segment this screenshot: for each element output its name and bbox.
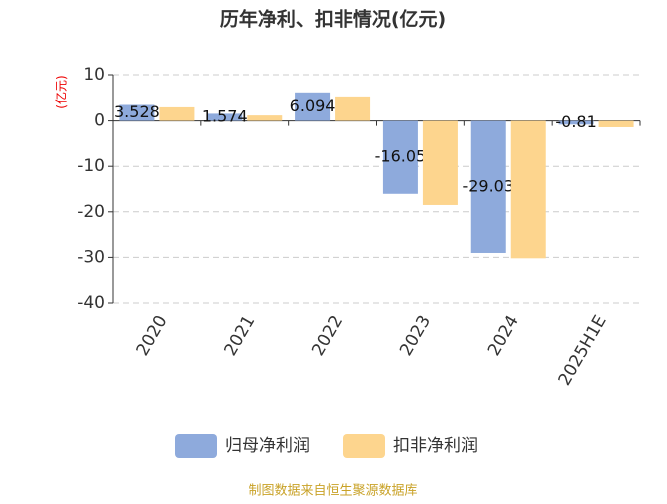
y-tick-label: -30 — [77, 247, 105, 267]
data-label: -29.03 — [462, 176, 514, 195]
y-tick-label: -20 — [77, 202, 105, 222]
bar — [119, 104, 155, 121]
x-tick-label: 2024 — [484, 312, 523, 359]
legend-swatch — [175, 434, 217, 458]
x-tick-label: 2023 — [396, 312, 435, 359]
y-tick-label: -40 — [77, 293, 105, 313]
x-tick-label: 2025H1E — [555, 312, 611, 389]
bar — [295, 92, 331, 121]
data-label: -0.81 — [555, 112, 596, 131]
x-tick-label: 2022 — [308, 312, 347, 359]
bar — [422, 120, 458, 205]
x-tick-label: 2021 — [220, 312, 259, 359]
legend-label: 扣非净利润 — [393, 436, 478, 456]
bar — [207, 113, 243, 121]
y-axis-label: (亿元) — [54, 75, 69, 108]
data-label: 6.094 — [290, 96, 336, 115]
bar — [382, 120, 418, 194]
y-tick-label: 0 — [94, 111, 105, 131]
bar — [510, 120, 546, 259]
legend-label: 归母净利润 — [225, 436, 310, 456]
bar — [335, 96, 371, 121]
bar — [598, 120, 634, 127]
bar — [159, 106, 195, 121]
bar — [558, 120, 594, 125]
bar — [470, 120, 506, 253]
data-label: 1.574 — [202, 107, 248, 126]
legend-swatch — [343, 434, 385, 458]
data-label: 3.528 — [114, 102, 160, 121]
chart-title: 历年净利、扣非情况(亿元) — [220, 8, 446, 31]
x-tick-label: 2020 — [133, 312, 172, 359]
bar — [247, 115, 283, 121]
y-tick-label: 10 — [83, 65, 105, 85]
y-tick-label: -10 — [77, 156, 105, 176]
source-note: 制图数据来自恒生聚源数据库 — [248, 483, 417, 499]
data-label: -16.05 — [375, 147, 427, 166]
